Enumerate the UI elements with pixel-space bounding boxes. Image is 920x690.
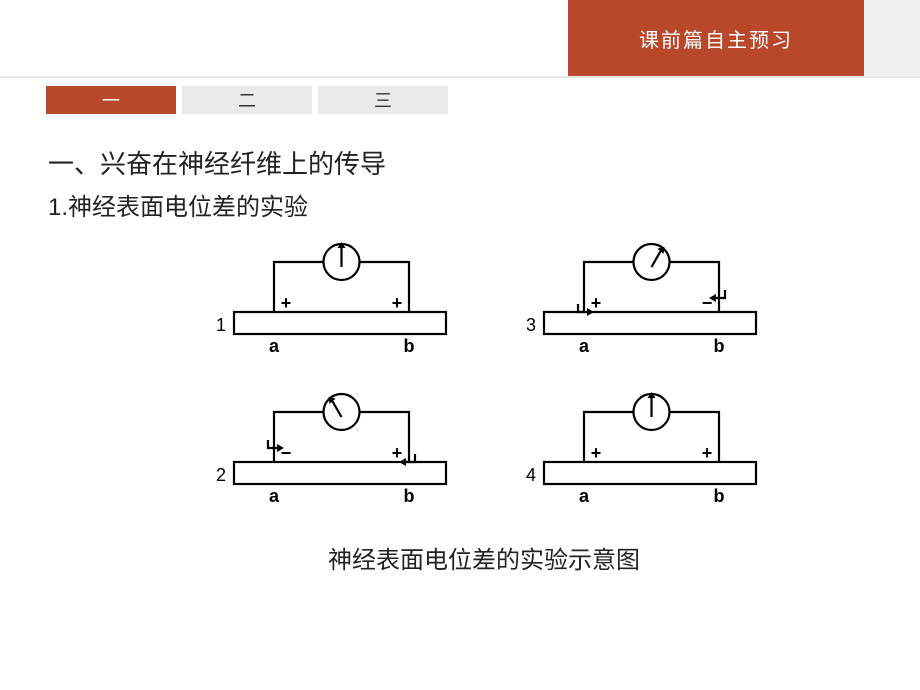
header-spacer-left [0,0,568,76]
header-spacer-right [864,0,920,76]
svg-text:2: 2 [216,465,226,485]
svg-text:−: − [702,293,713,313]
section-heading-2: 1.神经表面电位差的实验 [48,187,920,222]
svg-text:b: b [404,336,415,355]
diagram-row-2: − + 2 a b + + 4 a b [204,390,764,510]
svg-text:+: + [392,443,403,463]
content-area: 一、兴奋在神经纤维上的传导 1.神经表面电位差的实验 + + 1 a b [0,114,920,575]
header-banner: 课前篇自主预习 [568,0,864,76]
diagram-caption: 神经表面电位差的实验示意图 [204,540,764,575]
svg-text:b: b [714,336,725,355]
tab-row: 一 二 三 [46,86,920,114]
tab-two[interactable]: 二 [182,86,312,114]
svg-text:a: a [269,486,280,505]
tab-three[interactable]: 三 [318,86,448,114]
svg-text:a: a [579,336,590,355]
svg-text:b: b [404,486,415,505]
svg-text:a: a [269,336,280,355]
tab-one[interactable]: 一 [46,86,176,114]
svg-text:3: 3 [526,315,536,335]
svg-text:4: 4 [526,465,536,485]
svg-text:+: + [591,443,602,463]
diagram-area: + + 1 a b + − 3 a b [204,240,764,575]
svg-text:+: + [281,293,292,313]
svg-text:+: + [392,293,403,313]
svg-text:+: + [591,293,602,313]
diagram-2: − + 2 a b [204,390,454,510]
section-heading-1: 一、兴奋在神经纤维上的传导 [48,144,920,181]
header-bar: 课前篇自主预习 [0,0,920,78]
svg-text:a: a [579,486,590,505]
svg-text:b: b [714,486,725,505]
diagram-3: + − 3 a b [514,240,764,360]
svg-text:1: 1 [216,315,226,335]
svg-text:−: − [281,443,292,463]
diagram-row-1: + + 1 a b + − 3 a b [204,240,764,360]
svg-text:+: + [702,443,713,463]
diagram-1: + + 1 a b [204,240,454,360]
diagram-4: + + 4 a b [514,390,764,510]
